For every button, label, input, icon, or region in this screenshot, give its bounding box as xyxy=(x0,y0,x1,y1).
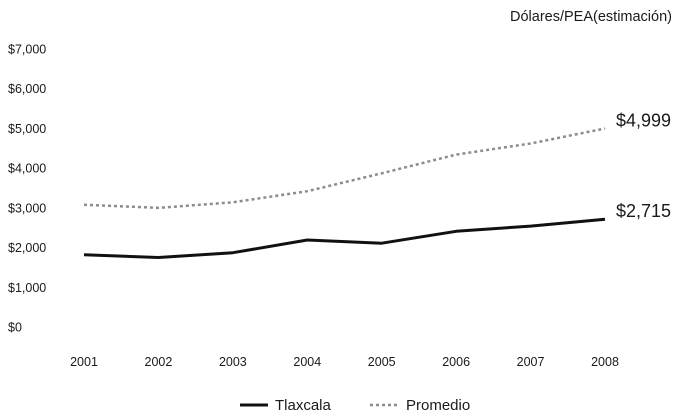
y-tick-label: $7,000 xyxy=(8,43,46,57)
y-tick-label: $2,000 xyxy=(8,241,46,255)
series-line-tlaxcala xyxy=(83,217,606,259)
y-tick-label: $0 xyxy=(8,321,22,335)
x-tick-label: 2005 xyxy=(368,355,396,369)
x-tick-label: 2008 xyxy=(591,355,619,369)
y-tick-label: $1,000 xyxy=(8,281,46,295)
x-tick-label: 2006 xyxy=(442,355,470,369)
y-tick-label: $6,000 xyxy=(8,82,46,96)
y-tick-label: $5,000 xyxy=(8,122,46,136)
legend: Tlaxcala Promedio xyxy=(240,397,470,414)
y-axis: $0 $1,000 $2,000 $3,000 $4,000 $5,000 $6,000 $7… xyxy=(8,43,46,335)
legend-label-promedio: Promedio xyxy=(406,397,470,414)
y-tick-label: $3,000 xyxy=(8,201,46,215)
end-value-label-tlaxcala: $2,715 xyxy=(616,201,671,221)
x-tick-label: 2002 xyxy=(145,355,173,369)
x-tick-label: 2004 xyxy=(293,355,321,369)
x-tick-label: 2007 xyxy=(517,355,545,369)
y-tick-label: $4,000 xyxy=(8,162,46,176)
plot-area: $2,715 $4,999 xyxy=(83,110,671,259)
series-line-promedio xyxy=(83,127,606,210)
unit-label: Dólares/PEA(estimación) xyxy=(510,9,672,25)
x-tick-label: 2001 xyxy=(70,355,98,369)
x-tick-label: 2003 xyxy=(219,355,247,369)
legend-label-tlaxcala: Tlaxcala xyxy=(275,397,332,414)
x-axis: 2001 2002 2003 2004 2005 2006 2007 2008 xyxy=(70,355,619,369)
end-value-label-promedio: $4,999 xyxy=(616,110,671,130)
